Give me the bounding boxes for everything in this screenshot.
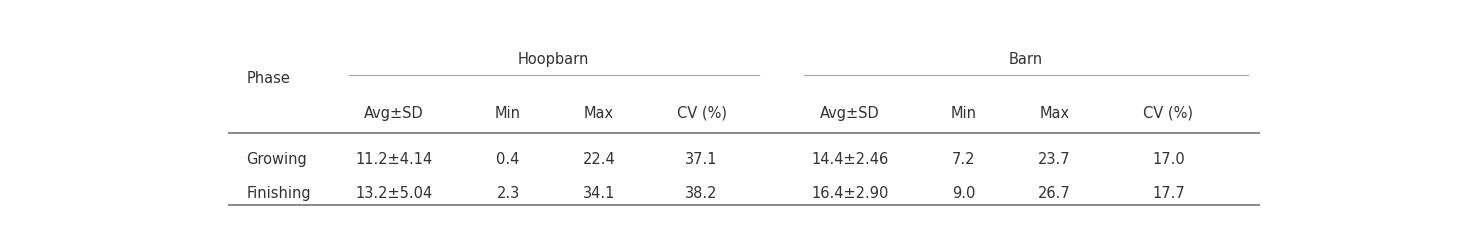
Text: 16.4±2.90: 16.4±2.90 bbox=[811, 186, 889, 201]
Text: Hoopbarn: Hoopbarn bbox=[519, 51, 589, 66]
Text: Finishing: Finishing bbox=[247, 186, 311, 201]
Text: 7.2: 7.2 bbox=[952, 152, 975, 167]
Text: 9.0: 9.0 bbox=[952, 186, 975, 201]
Text: 22.4: 22.4 bbox=[583, 152, 616, 167]
Text: 14.4±2.46: 14.4±2.46 bbox=[811, 152, 889, 167]
Text: 0.4: 0.4 bbox=[497, 152, 520, 167]
Text: 11.2±4.14: 11.2±4.14 bbox=[355, 152, 433, 167]
Text: CV (%): CV (%) bbox=[677, 106, 727, 121]
Text: Barn: Barn bbox=[1009, 51, 1043, 66]
Text: Avg±SD: Avg±SD bbox=[364, 106, 425, 121]
Text: Growing: Growing bbox=[247, 152, 307, 167]
Text: Avg±SD: Avg±SD bbox=[820, 106, 880, 121]
Text: 2.3: 2.3 bbox=[497, 186, 520, 201]
Text: 37.1: 37.1 bbox=[686, 152, 718, 167]
Text: 38.2: 38.2 bbox=[686, 186, 718, 201]
Text: 23.7: 23.7 bbox=[1039, 152, 1071, 167]
Text: Min: Min bbox=[495, 106, 521, 121]
Text: 17.7: 17.7 bbox=[1152, 186, 1185, 201]
Text: CV (%): CV (%) bbox=[1143, 106, 1193, 121]
Text: 26.7: 26.7 bbox=[1039, 186, 1071, 201]
Text: 17.0: 17.0 bbox=[1152, 152, 1185, 167]
Text: Min: Min bbox=[950, 106, 977, 121]
Text: 13.2±5.04: 13.2±5.04 bbox=[355, 186, 433, 201]
Text: Max: Max bbox=[585, 106, 614, 121]
Text: Max: Max bbox=[1040, 106, 1069, 121]
Text: 34.1: 34.1 bbox=[583, 186, 616, 201]
Text: Phase: Phase bbox=[247, 71, 289, 86]
